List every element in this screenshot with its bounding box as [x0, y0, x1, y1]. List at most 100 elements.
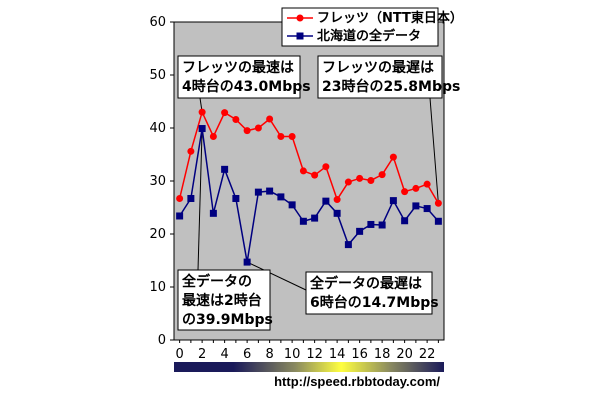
x-tick-label: 0	[175, 347, 183, 362]
series-0	[176, 108, 442, 207]
data-point	[187, 147, 195, 155]
y-tick-label: 20	[149, 227, 166, 242]
legend-label-hokkaido: 北海道の全データ	[317, 28, 421, 44]
x-tick-label: 14	[329, 347, 346, 362]
legend-marker-hokkaido	[296, 32, 304, 40]
x-tick-label: 10	[284, 347, 301, 362]
y-tick-label: 0	[158, 333, 166, 348]
callout-box	[305, 271, 433, 315]
data-point	[322, 197, 330, 205]
series-line	[178, 109, 440, 204]
callout-line: の39.9Mbps	[182, 312, 273, 328]
legend-box	[281, 7, 439, 47]
callout-line: 全データの最遅は	[309, 275, 422, 292]
callout-line: フレッツの最速は	[182, 59, 294, 76]
data-point	[187, 194, 195, 202]
legend-label-flets: フレッツ（NTT東日本）	[317, 10, 463, 26]
y-tick-label: 10	[149, 280, 166, 295]
data-point	[311, 171, 319, 179]
callout-line: 4時台の43.0Mbps	[182, 78, 311, 95]
data-point	[434, 199, 442, 207]
y-tick-label: 30	[149, 174, 166, 189]
time-of-day-bar	[174, 362, 444, 372]
data-point	[389, 197, 397, 205]
data-point	[266, 187, 274, 195]
x-tick-label: 22	[419, 347, 436, 362]
data-point	[288, 132, 296, 140]
callout-leader	[246, 261, 307, 291]
data-point	[412, 184, 420, 192]
data-point	[434, 217, 442, 225]
data-point	[232, 116, 240, 124]
x-tick-label: 18	[374, 347, 391, 362]
data-point	[209, 209, 217, 217]
data-point	[378, 221, 386, 229]
source-url: http://speed.rbbtoday.com/	[274, 374, 440, 389]
data-point	[344, 178, 352, 186]
data-point	[401, 188, 409, 196]
data-point	[221, 165, 229, 173]
data-point	[389, 153, 397, 161]
x-tick-label: 2	[198, 347, 206, 362]
y-axis: 0 10 20 30 40 50 60	[149, 15, 174, 348]
legend-marker-flets	[296, 14, 304, 22]
callout-line: フレッツの最遅は	[322, 59, 434, 76]
y-tick-label: 40	[149, 121, 166, 136]
series-1	[176, 125, 442, 266]
callout-leader	[197, 128, 203, 271]
callout-1: フレッツの最遅は 23時台の25.8Mbps	[317, 55, 460, 99]
data-point	[277, 193, 285, 201]
callout-line: 最速は2時台	[182, 292, 262, 309]
data-point	[322, 163, 330, 171]
x-tick-label: 16	[351, 347, 368, 362]
data-point	[367, 220, 375, 228]
data-point	[198, 125, 206, 133]
series-layer	[176, 108, 442, 266]
callout-leaders	[197, 97, 439, 291]
data-point	[176, 194, 184, 202]
data-point	[299, 217, 307, 225]
callouts: フレッツの最速は 4時台の43.0Mbps フレッツの最遅は 23時台の25.8Mbp…	[177, 55, 460, 331]
y-tick-label: 50	[149, 68, 166, 83]
callout-box	[317, 55, 443, 99]
data-point	[243, 127, 251, 135]
data-point	[266, 115, 274, 123]
data-point	[198, 108, 206, 116]
data-point	[378, 171, 386, 179]
data-point	[221, 109, 229, 117]
data-point	[254, 124, 262, 132]
data-point	[412, 202, 420, 210]
data-point	[333, 209, 341, 217]
callout-line: 6時台の14.7Mbps	[310, 294, 439, 311]
y-tick-label: 60	[149, 15, 166, 30]
callout-box	[177, 55, 301, 99]
x-tick-label: 6	[243, 347, 251, 362]
data-point	[344, 241, 352, 249]
callout-line: 全データの	[181, 273, 252, 290]
callout-3: 全データの最遅は 6時台の14.7Mbps	[305, 271, 439, 315]
data-point	[423, 205, 431, 213]
x-tick-label: 4	[220, 347, 228, 362]
data-point	[299, 167, 307, 175]
x-tick-label: 12	[306, 347, 323, 362]
data-point	[176, 212, 184, 220]
data-point	[423, 180, 431, 188]
data-point	[254, 188, 262, 196]
data-point	[209, 132, 217, 140]
data-point	[367, 176, 375, 184]
data-point	[356, 227, 364, 235]
callout-box	[177, 269, 271, 331]
callout-line: 23時台の25.8Mbps	[322, 78, 460, 95]
data-point	[401, 217, 409, 225]
data-point	[356, 174, 364, 182]
legend: フレッツ（NTT東日本） 北海道の全データ	[281, 7, 463, 47]
data-point	[232, 194, 240, 202]
data-point	[243, 258, 251, 266]
data-point	[311, 214, 319, 222]
data-point	[288, 201, 296, 209]
callout-0: フレッツの最速は 4時台の43.0Mbps	[177, 55, 311, 99]
x-tick-label: 20	[396, 347, 413, 362]
data-point	[333, 196, 341, 204]
